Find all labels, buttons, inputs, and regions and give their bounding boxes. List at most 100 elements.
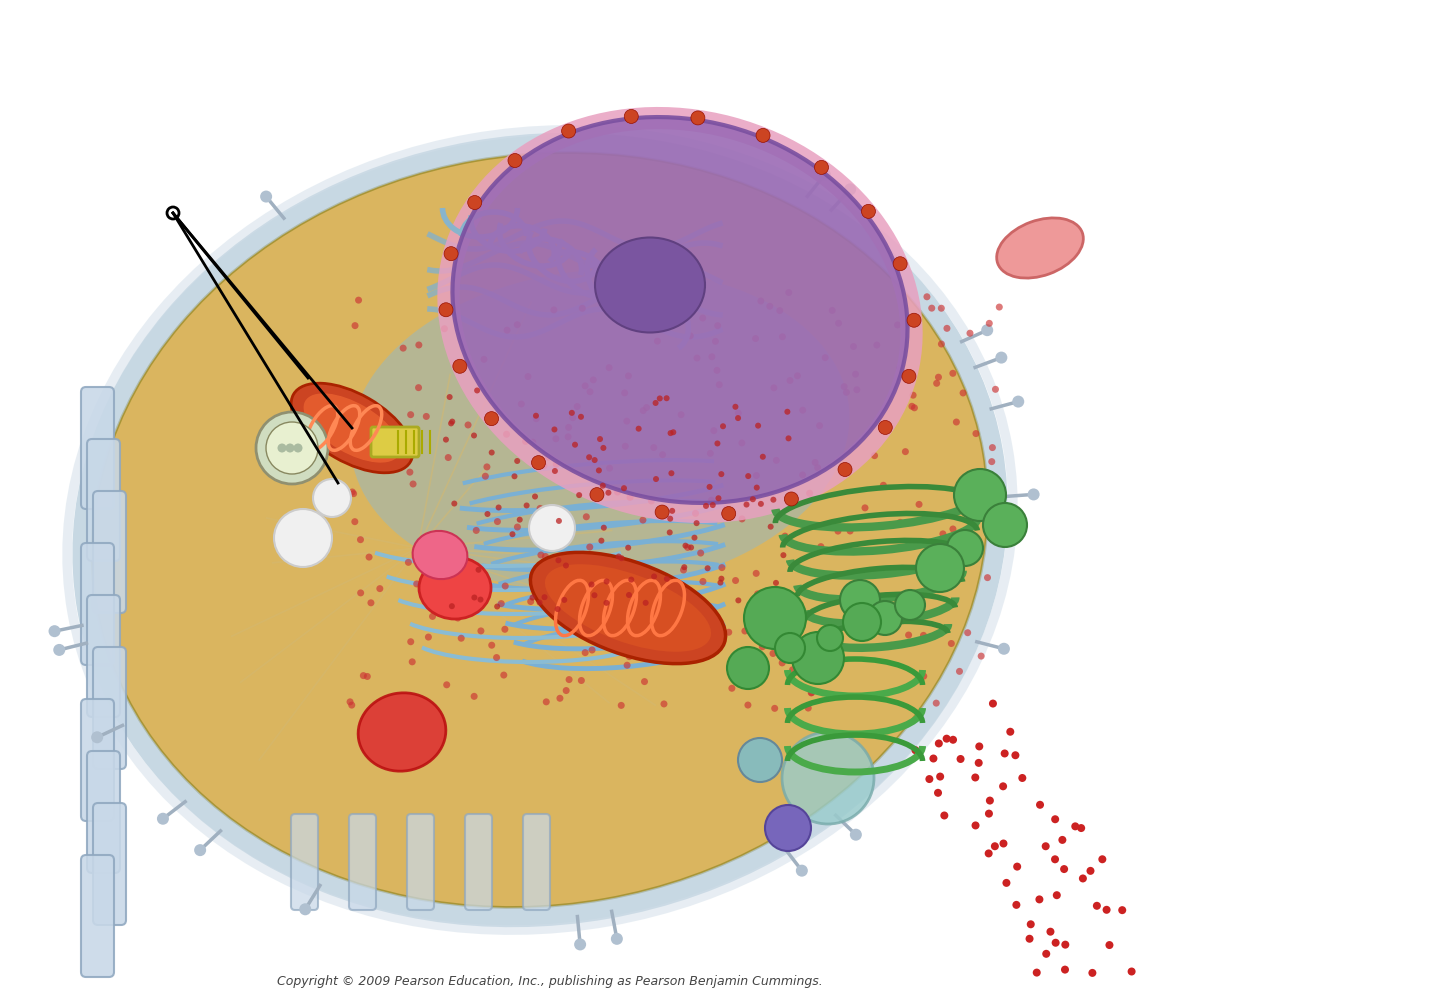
- Circle shape: [975, 743, 984, 750]
- Circle shape: [959, 389, 966, 396]
- Circle shape: [465, 421, 471, 428]
- Circle shape: [488, 642, 495, 649]
- Circle shape: [566, 676, 573, 683]
- Circle shape: [1012, 901, 1021, 909]
- Circle shape: [785, 409, 791, 414]
- Circle shape: [996, 303, 1002, 310]
- Circle shape: [897, 519, 904, 526]
- Circle shape: [471, 692, 478, 700]
- Circle shape: [484, 411, 498, 425]
- Circle shape: [985, 850, 992, 858]
- Circle shape: [660, 452, 667, 459]
- Circle shape: [888, 642, 894, 649]
- Circle shape: [533, 415, 540, 422]
- Circle shape: [367, 600, 374, 606]
- Circle shape: [514, 523, 521, 530]
- Circle shape: [500, 671, 507, 678]
- Circle shape: [444, 436, 449, 443]
- Circle shape: [528, 505, 575, 551]
- Circle shape: [768, 524, 773, 529]
- Circle shape: [266, 422, 318, 474]
- Circle shape: [444, 681, 451, 688]
- Circle shape: [446, 394, 452, 400]
- Circle shape: [901, 449, 909, 456]
- Circle shape: [842, 389, 850, 396]
- Circle shape: [772, 705, 778, 712]
- Circle shape: [449, 603, 455, 609]
- Ellipse shape: [530, 552, 726, 663]
- Circle shape: [423, 413, 429, 420]
- Circle shape: [752, 335, 759, 342]
- Circle shape: [472, 527, 480, 534]
- Circle shape: [348, 489, 356, 496]
- Circle shape: [683, 542, 688, 548]
- Circle shape: [1119, 906, 1126, 914]
- FancyBboxPatch shape: [86, 439, 120, 561]
- Circle shape: [822, 572, 829, 579]
- Circle shape: [960, 493, 968, 500]
- Circle shape: [648, 497, 655, 504]
- Circle shape: [923, 293, 930, 300]
- Circle shape: [655, 505, 670, 519]
- Circle shape: [639, 516, 647, 523]
- Circle shape: [680, 566, 687, 574]
- Circle shape: [949, 736, 958, 744]
- Circle shape: [261, 191, 272, 203]
- Circle shape: [755, 422, 762, 428]
- Circle shape: [300, 903, 311, 915]
- Circle shape: [482, 473, 488, 480]
- Circle shape: [564, 433, 572, 440]
- Circle shape: [364, 673, 370, 680]
- Circle shape: [556, 695, 563, 702]
- Circle shape: [600, 483, 606, 489]
- Circle shape: [1035, 800, 1044, 808]
- Circle shape: [454, 544, 461, 550]
- FancyBboxPatch shape: [94, 647, 127, 769]
- Circle shape: [579, 304, 586, 311]
- Circle shape: [626, 494, 634, 501]
- Circle shape: [850, 829, 863, 841]
- Ellipse shape: [419, 557, 491, 619]
- Circle shape: [949, 525, 956, 532]
- Circle shape: [840, 580, 880, 620]
- Circle shape: [590, 376, 596, 383]
- Circle shape: [726, 629, 732, 636]
- Circle shape: [621, 389, 628, 396]
- Circle shape: [956, 668, 963, 675]
- Circle shape: [573, 553, 580, 560]
- Circle shape: [956, 755, 965, 763]
- Circle shape: [363, 398, 370, 405]
- Circle shape: [985, 809, 994, 817]
- Circle shape: [716, 495, 721, 501]
- Ellipse shape: [595, 238, 706, 333]
- Circle shape: [681, 564, 687, 571]
- Text: Copyright © 2009 Pearson Education, Inc., publishing as Pearson Benjamin Cumming: Copyright © 2009 Pearson Education, Inc.…: [276, 976, 822, 989]
- Circle shape: [667, 529, 672, 535]
- Circle shape: [577, 677, 585, 684]
- Ellipse shape: [304, 393, 400, 463]
- Circle shape: [834, 527, 841, 534]
- Circle shape: [632, 311, 638, 319]
- Circle shape: [854, 386, 860, 393]
- Circle shape: [799, 406, 806, 413]
- Circle shape: [906, 632, 912, 638]
- Circle shape: [992, 386, 999, 393]
- Circle shape: [600, 445, 606, 451]
- Circle shape: [458, 635, 465, 642]
- Circle shape: [1087, 867, 1094, 875]
- Circle shape: [998, 643, 1009, 655]
- Circle shape: [478, 627, 484, 634]
- Circle shape: [606, 465, 613, 472]
- Circle shape: [953, 469, 1007, 521]
- Circle shape: [577, 607, 585, 614]
- Circle shape: [494, 518, 501, 525]
- Circle shape: [590, 488, 603, 502]
- Circle shape: [616, 553, 622, 559]
- Circle shape: [806, 490, 814, 497]
- Circle shape: [704, 565, 710, 572]
- Circle shape: [524, 373, 531, 380]
- Circle shape: [744, 587, 806, 649]
- Circle shape: [940, 811, 949, 820]
- Circle shape: [373, 426, 380, 433]
- FancyBboxPatch shape: [465, 814, 492, 910]
